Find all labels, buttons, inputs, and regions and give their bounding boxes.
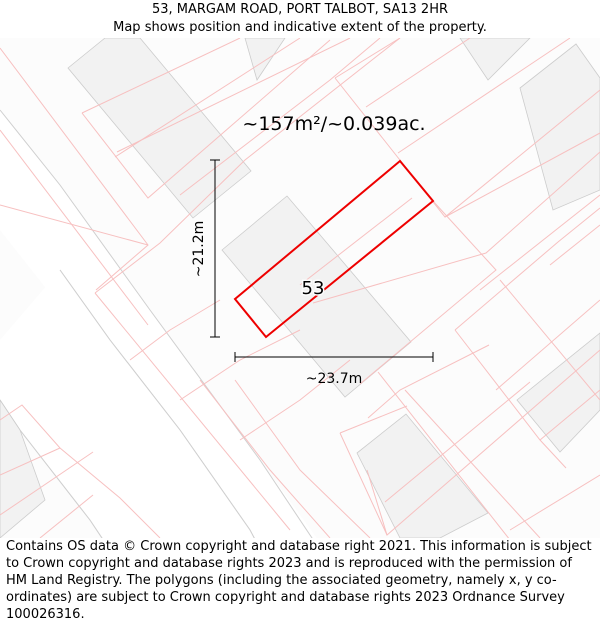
building bbox=[356, 413, 489, 538]
building bbox=[459, 38, 531, 81]
parcel-boundaries bbox=[0, 38, 600, 538]
width-label: ~23.7m bbox=[306, 371, 363, 387]
area-label: ~157m²/~0.039ac. bbox=[242, 113, 425, 135]
copyright-attribution: Contains OS data © Crown copyright and d… bbox=[6, 539, 592, 622]
subject-property-outline[interactable] bbox=[233, 159, 435, 339]
building bbox=[244, 38, 286, 81]
plot-number-label: 53 bbox=[302, 278, 325, 299]
property-map[interactable]: ~157m²/~0.039ac. 53 ~21.2m ~23.7m bbox=[0, 38, 600, 538]
map-header: 53, MARGAM ROAD, PORT TALBOT, SA13 2HR M… bbox=[0, 0, 600, 38]
height-dimension-line bbox=[210, 159, 220, 338]
building bbox=[0, 399, 46, 538]
width-dimension-line bbox=[234, 352, 434, 362]
map-description: Map shows position and indicative extent… bbox=[113, 20, 487, 35]
height-label: ~21.2m bbox=[191, 221, 207, 278]
property-address: 53, MARGAM ROAD, PORT TALBOT, SA13 2HR bbox=[151, 2, 449, 17]
building bbox=[519, 43, 600, 211]
